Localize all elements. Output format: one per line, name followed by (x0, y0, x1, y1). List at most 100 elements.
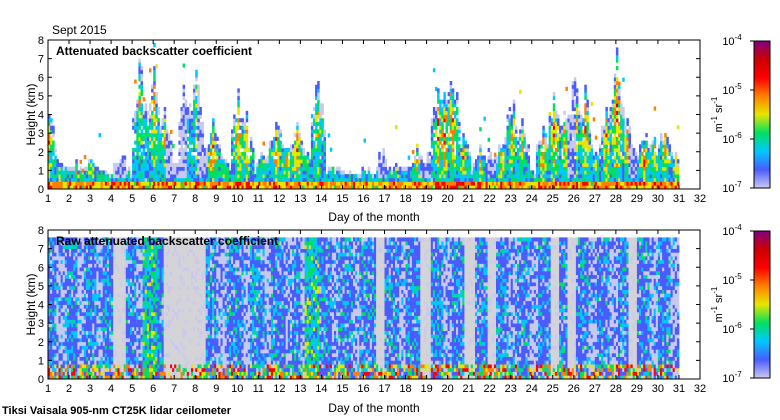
heatmap-cell (508, 174, 512, 179)
heatmap-cell (611, 103, 615, 108)
heatmap-cell (575, 159, 579, 164)
heatmap-cell (525, 162, 528, 167)
heatmap-cell (172, 177, 175, 182)
heatmap-cell (620, 103, 623, 108)
heatmap-cell (50, 136, 53, 141)
heatmap-cell (62, 174, 66, 179)
heatmap-cell (180, 118, 183, 123)
heatmap-cell (607, 166, 610, 171)
heatmap-cell (138, 58, 141, 63)
heatmap-cell (157, 136, 160, 141)
heatmap-cell (664, 155, 667, 160)
heatmap-cell (233, 125, 236, 130)
heatmap-cell (315, 118, 318, 123)
heatmap-cell (487, 159, 491, 164)
heatmap-cell (159, 177, 162, 182)
heatmap-cell (203, 159, 207, 164)
heatmap-cell (132, 125, 135, 130)
heatmap-cell (197, 181, 200, 186)
heatmap-cell (622, 185, 625, 190)
heatmap-cell (554, 181, 558, 186)
heatmap-cell (466, 159, 469, 164)
heatmap-cell (155, 181, 158, 186)
heatmap-cell (569, 118, 573, 123)
heatmap-cell (136, 174, 139, 179)
heatmap-cell (317, 110, 320, 115)
heatmap-cell (252, 148, 255, 153)
heatmap-cell (245, 136, 249, 141)
heatmap-cell (615, 136, 619, 141)
heatmap-cell (313, 170, 316, 175)
heatmap-cell (197, 118, 200, 123)
heatmap-cell (172, 185, 175, 190)
heatmap-cell (388, 166, 392, 171)
heatmap-cell (273, 181, 276, 186)
heatmap-cell (628, 151, 631, 156)
heatmap-cell (573, 88, 577, 93)
heatmap-cell (580, 140, 583, 145)
heatmap-cell (508, 121, 512, 126)
heatmap-cell (357, 174, 360, 179)
heatmap-cell (462, 185, 465, 190)
heatmap-cell (601, 148, 604, 153)
heatmap-cell (294, 166, 297, 171)
heatmap-cell (138, 174, 141, 179)
heatmap-cell (508, 107, 512, 112)
heatmap-cell (523, 133, 526, 138)
heatmap-cell (424, 162, 427, 167)
heatmap-cell (550, 140, 554, 145)
heatmap-cell (546, 181, 549, 186)
heatmap-cell (666, 181, 669, 186)
heatmap-cell (618, 136, 621, 141)
heatmap-cell (209, 159, 213, 164)
heatmap-cell (184, 121, 188, 126)
heatmap-cell (376, 166, 379, 171)
heatmap-cell (180, 125, 183, 130)
heatmap-cell (273, 185, 276, 190)
heatmap-cell (136, 133, 139, 138)
heatmap-cell (304, 181, 308, 186)
heatmap-cell (289, 181, 293, 186)
heatmap-cell (596, 159, 600, 164)
heatmap-cell (302, 174, 305, 179)
heatmap-cell (552, 155, 556, 160)
heatmap-cell (449, 110, 453, 115)
heatmap-cell (151, 136, 154, 141)
heatmap-cell (453, 185, 457, 190)
heatmap-cell (552, 185, 556, 190)
heatmap-cell (79, 319, 82, 324)
heatmap-cell (182, 92, 186, 97)
heatmap-cell (85, 185, 89, 190)
heatmap-cell (578, 148, 581, 153)
heatmap-cell (83, 170, 87, 175)
heatmap-cell (304, 155, 308, 160)
heatmap-cell (512, 136, 516, 141)
heatmap-cell (180, 170, 183, 175)
heatmap-cell (79, 267, 82, 272)
heatmap-cell (237, 95, 240, 100)
heatmap-cell (195, 125, 198, 130)
heatmap-cell (561, 159, 564, 164)
heatmap-cell (613, 73, 617, 78)
heatmap-cell (144, 155, 148, 160)
heatmap-cell (144, 133, 148, 138)
heatmap-cell (153, 77, 156, 82)
heatmap-cell (195, 181, 198, 186)
heatmap-cell (464, 140, 467, 145)
heatmap-cell (451, 177, 455, 182)
heatmap-cell (475, 170, 478, 175)
heatmap-cell (113, 181, 116, 186)
heatmap-cell (449, 148, 453, 153)
heatmap-cell (569, 185, 573, 190)
y-tick-label: 7 (38, 54, 44, 66)
heatmap-cell (521, 133, 524, 138)
heatmap-cell (201, 144, 204, 149)
heatmap-cell (607, 181, 610, 186)
heatmap-cell (599, 181, 602, 186)
heatmap-cell (615, 103, 619, 108)
heatmap-cell (199, 181, 202, 186)
heatmap-cell (102, 170, 106, 175)
heatmap-cell (439, 121, 442, 126)
heatmap-cell (264, 177, 268, 182)
heatmap-cell (578, 159, 581, 164)
